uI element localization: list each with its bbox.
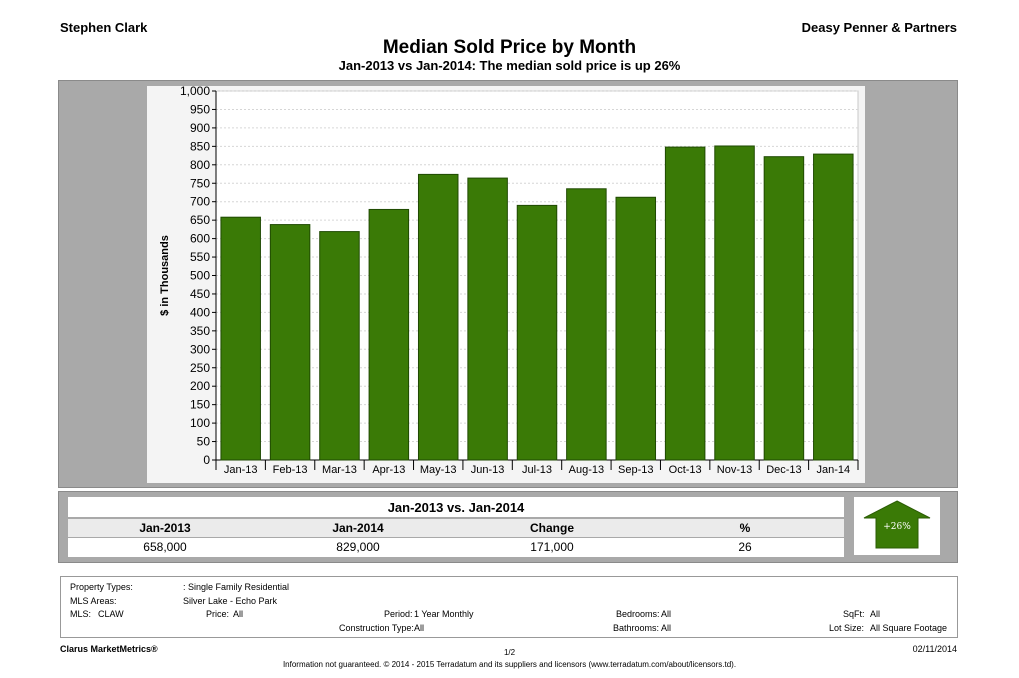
y-tick-label: 650 — [190, 213, 210, 227]
y-tick-label: 100 — [190, 416, 210, 430]
y-tick-label: 150 — [190, 398, 210, 412]
x-tick-label: Nov-13 — [717, 464, 752, 476]
bar — [220, 216, 261, 461]
sqft-label: SqFt: — [843, 609, 865, 619]
y-tick-label: 750 — [190, 176, 210, 190]
bar — [714, 145, 755, 461]
x-tick-label: Feb-13 — [273, 464, 308, 476]
bar — [615, 196, 657, 461]
chart-subtitle: Jan-2013 vs Jan-2014: The median sold pr… — [338, 58, 681, 73]
summary-value-jan2013: 658,000 — [143, 540, 187, 554]
construction-type-value: All — [414, 623, 425, 633]
summary-header-jan2014: Jan-2014 — [332, 521, 384, 535]
summary-value-change: 171,000 — [530, 540, 574, 554]
footer-date: 02/11/2014 — [912, 644, 957, 654]
y-tick-label: 550 — [190, 250, 210, 264]
y-tick-label: 350 — [190, 324, 210, 338]
summary-header-jan2013: Jan-2013 — [139, 521, 191, 535]
change-badge-label: +26% — [883, 522, 911, 532]
lot-size-label: Lot Size: — [829, 623, 865, 633]
x-tick-label: Jun-13 — [471, 464, 505, 476]
footer-brand: Clarus MarketMetrics® — [60, 644, 158, 654]
chart-title: Median Sold Price by Month — [382, 37, 637, 58]
price-label: Price: — [206, 609, 230, 619]
x-tick-label: Dec-13 — [766, 464, 801, 476]
summary-caption-box — [68, 497, 844, 517]
y-tick-label: 900 — [190, 121, 210, 135]
mls-label: MLS: — [70, 609, 92, 619]
bedrooms-value: All — [661, 609, 672, 619]
y-tick-label: 700 — [190, 195, 210, 209]
y-axis-label: $ in Thousands — [159, 235, 171, 316]
summary-value-row — [68, 538, 844, 557]
bar — [467, 177, 508, 461]
bar — [763, 156, 805, 461]
mls-areas-value: Silver Lake - Echo Park — [183, 596, 278, 606]
y-tick-label: 500 — [190, 269, 210, 283]
y-tick-label: 950 — [190, 102, 210, 116]
bar — [269, 224, 311, 461]
y-tick-label: 450 — [190, 287, 210, 301]
x-tick-label: Jan-14 — [816, 464, 850, 476]
bathrooms-label: Bathrooms: — [613, 623, 660, 633]
x-tick-label: Sep-13 — [618, 464, 653, 476]
mls-areas-label: MLS Areas: — [70, 596, 117, 606]
x-tick-label: Jan-13 — [224, 464, 258, 476]
bar — [516, 204, 558, 461]
summary-header-row — [68, 519, 844, 537]
x-tick-label: Jul-13 — [522, 464, 552, 476]
price-value: All — [233, 609, 244, 619]
x-tick-label: Apr-13 — [372, 464, 405, 476]
x-tick-label: May-13 — [420, 464, 457, 476]
y-tick-label: 850 — [190, 139, 210, 153]
property-types-value: : Single Family Residential — [183, 582, 290, 592]
bar — [417, 173, 459, 461]
bedrooms-label: Bedrooms: — [616, 609, 660, 619]
bar — [664, 146, 706, 461]
x-tick-label: Oct-13 — [669, 464, 702, 476]
up-arrow-icon: +26% — [863, 500, 931, 549]
y-tick-label: 300 — [190, 342, 210, 356]
change-badge-box: +26% — [854, 497, 940, 555]
sqft-value: All — [870, 609, 881, 619]
footer-page-number: 1/2 — [503, 648, 516, 657]
y-tick-label: 200 — [190, 379, 210, 393]
x-tick-label: Mar-13 — [322, 464, 357, 476]
bar — [368, 208, 410, 461]
summary-value-jan2014: 829,000 — [336, 540, 380, 554]
period-label: Period: — [384, 609, 413, 619]
bar — [319, 231, 360, 461]
company-name: Deasy Penner & Partners — [801, 20, 957, 35]
summary-header-percent: % — [739, 521, 751, 535]
mls-value: CLAW — [98, 609, 124, 619]
bathrooms-value: All — [661, 623, 672, 633]
footer-disclaimer: Information not guaranteed. © 2014 - 201… — [282, 660, 737, 669]
y-tick-label: 1,000 — [180, 86, 210, 98]
bar — [813, 153, 854, 461]
summary-header-change: Change — [529, 521, 574, 535]
property-types-label: Property Types: — [70, 582, 133, 592]
lot-size-value: All Square Footage — [870, 623, 948, 633]
bar-chart: 0 50 100 150 200 250 300 350 400 450 500 550 600 650 7… — [159, 86, 859, 476]
summary-caption: Jan-2013 vs. Jan-2014 — [387, 500, 525, 515]
period-value: 1 Year Monthly — [414, 609, 474, 619]
y-tick-label: 400 — [190, 305, 210, 319]
y-tick-label: 800 — [190, 158, 210, 172]
y-tick-label: 0 — [203, 453, 210, 467]
summary-value-percent: 26 — [738, 540, 752, 554]
y-tick-label: 600 — [190, 232, 210, 246]
agent-name: Stephen Clark — [60, 20, 148, 35]
y-tick-label: 50 — [197, 435, 211, 449]
criteria-panel — [60, 576, 958, 638]
x-tick-label: Aug-13 — [569, 464, 604, 476]
construction-type-label: Construction Type: — [339, 623, 414, 633]
bar — [566, 188, 607, 461]
y-tick-label: 250 — [190, 361, 210, 375]
